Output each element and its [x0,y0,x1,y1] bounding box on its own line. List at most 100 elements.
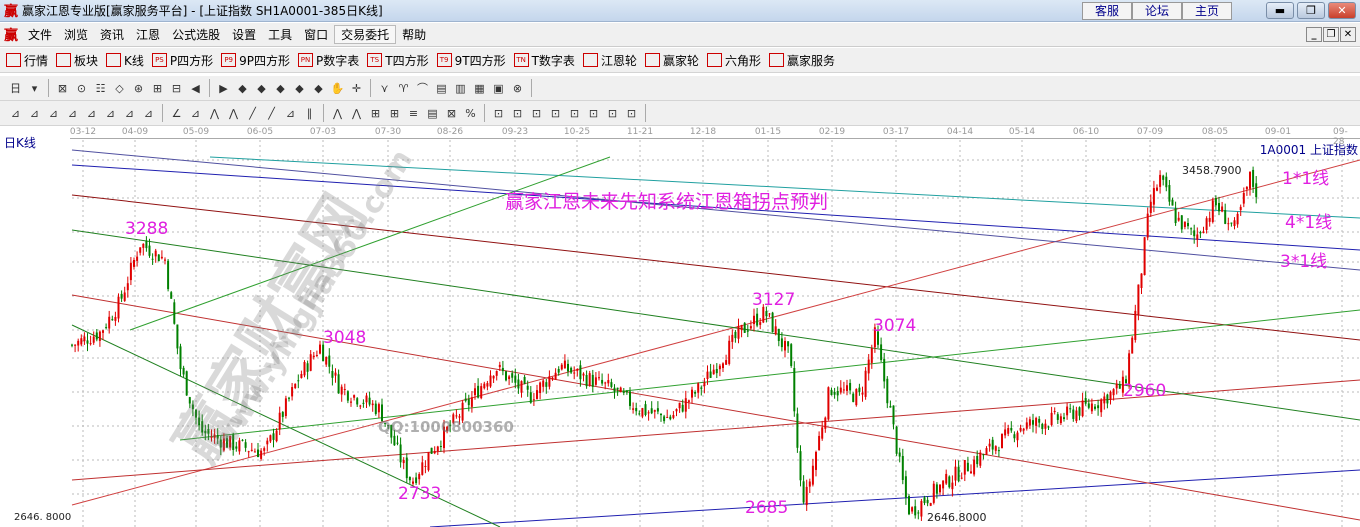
candle-body [1084,398,1087,404]
candle-body [201,421,204,433]
tool-icon[interactable]: ⊿ [48,106,59,120]
toolbar-item-9[interactable]: 江恩轮 [582,52,637,69]
tool-icon[interactable]: ▣ [493,81,504,95]
tool-icon[interactable]: ⋀ [351,106,362,120]
candle-body [582,373,585,376]
tool-icon[interactable]: % [465,106,476,120]
tool-icon[interactable]: ⊞ [152,81,163,95]
tool-icon[interactable]: ⋀ [228,106,239,120]
toolbar-item-1[interactable]: 板块 [56,52,98,69]
tool-icon[interactable]: ⊡ [626,106,637,120]
tool-icon[interactable]: ✛ [351,81,362,95]
tool-icon[interactable]: ⊡ [493,106,504,120]
restore-button[interactable]: ❐ [1297,2,1325,19]
tool-icon[interactable]: ⊠ [446,106,457,120]
tool-icon[interactable]: ⊞ [389,106,400,120]
tool-icon[interactable]: ◇ [115,81,124,95]
tool-icon[interactable]: ⊡ [607,106,618,120]
mdi-restore-button[interactable]: ❐ [1323,27,1339,42]
dropdown-icon[interactable]: ▾ [31,81,38,95]
menu-gann[interactable]: 江恩 [136,28,161,42]
menu-file[interactable]: 文件 [28,28,53,42]
tool-icon[interactable]: ▤ [436,81,447,95]
tool-icon[interactable]: ⊡ [569,106,580,120]
tool-icon[interactable]: ▤ [427,106,438,120]
tool-icon[interactable]: ☷ [95,81,106,95]
menu-window[interactable]: 窗口 [304,28,329,42]
tool-icon[interactable]: ◆ [314,81,323,95]
tool-icon[interactable]: ⊛ [133,81,144,95]
mdi-minimize-button[interactable]: _ [1306,27,1322,42]
toolbar-item-11[interactable]: 六角形 [706,52,761,69]
tool-icon[interactable]: ⊿ [29,106,40,120]
link-home[interactable]: 主页 [1182,2,1232,20]
tool-icon[interactable]: ⊡ [531,106,542,120]
tool-icon[interactable]: ◀ [191,81,200,95]
mdi-close-button[interactable]: ✕ [1340,27,1356,42]
link-service[interactable]: 客服 [1082,2,1132,20]
tool-icon[interactable]: ▶ [219,81,228,95]
tool-icon[interactable]: ∥ [306,106,313,120]
tool-icon[interactable]: ⊿ [10,106,21,120]
toolbar-item-6[interactable]: TS T四方形 [367,52,429,69]
tool-icon[interactable]: ◆ [276,81,285,95]
tool-icon[interactable]: ▥ [455,81,466,95]
tool-icon[interactable]: ⊿ [67,106,78,120]
toolbar-item-10[interactable]: 赢家轮 [644,52,699,69]
tool-icon[interactable]: ⊿ [124,106,135,120]
tool-icon[interactable]: ⊿ [143,106,154,120]
menu-trade[interactable]: 交易委托 [334,25,397,44]
tool-icon[interactable]: ⊞ [370,106,381,120]
candle-body [80,338,83,345]
close-button[interactable]: ✕ [1328,2,1356,19]
tool-icon[interactable]: ⊡ [512,106,523,120]
toolbar-item-0[interactable]: 行情 [6,52,48,69]
tool-icon[interactable]: ⊿ [105,106,116,120]
toolbar-item-4[interactable]: P9 9P四方形 [221,52,290,69]
tool-icon[interactable]: ╱ [268,106,275,120]
tool-icon[interactable]: ⊿ [190,106,201,120]
tool-icon[interactable]: ∠ [171,106,182,120]
tool-icon[interactable]: ⋀ [332,106,343,120]
tool-icon[interactable]: ◆ [295,81,304,95]
tool-icon[interactable]: ⊙ [76,81,87,95]
pivot-3048: 3048 [323,328,367,348]
period-select[interactable]: 日 [10,81,21,95]
toolbar-item-8[interactable]: TN T数字表 [513,52,575,69]
menu-formula[interactable]: 公式选股 [172,28,221,42]
candle-body [669,416,672,420]
tool-icon[interactable]: ◆ [257,81,266,95]
tool-icon[interactable]: ⊟ [171,81,182,95]
candle-body [1239,206,1242,211]
tool-icon[interactable]: ╱ [249,106,256,120]
link-forum[interactable]: 论坛 [1132,2,1182,20]
toolbar-item-3[interactable]: PS P四方形 [151,52,213,69]
menu-tools[interactable]: 工具 [268,28,293,42]
toolbar-item-5[interactable]: PN P数字表 [298,52,359,69]
tool-icon[interactable]: ▦ [474,81,485,95]
tool-icon[interactable]: ⊗ [512,81,523,95]
tool-icon[interactable]: ⊿ [86,106,97,120]
candle-body [334,372,337,376]
menu-help[interactable]: 帮助 [402,28,427,42]
tool-icon[interactable]: ⊠ [57,81,68,95]
menu-settings[interactable]: 设置 [232,28,257,42]
menu-news[interactable]: 资讯 [100,28,125,42]
tool-icon[interactable]: ⊡ [550,106,561,120]
tool-icon[interactable]: ✋ [330,81,345,95]
minimize-button[interactable]: ▬ [1266,2,1294,19]
kline-chart[interactable] [0,140,1360,527]
toolbar-item-12[interactable]: 赢家服务 [768,52,835,69]
toolbar-item-7[interactable]: T9 9T四方形 [436,52,506,69]
tool-icon[interactable]: ⊿ [285,106,296,120]
tool-icon[interactable]: ⋀ [209,106,220,120]
toolbar-item-2[interactable]: K线 [106,52,144,69]
tool-icon[interactable]: ◆ [238,81,247,95]
tool-icon[interactable]: ⋎ [380,81,389,95]
tool-icon[interactable]: ⌒ [417,81,428,95]
tool-icon[interactable]: ≡ [408,106,419,120]
tool-icon[interactable]: ♈ [398,81,409,95]
candle-body [384,422,387,424]
menu-browse[interactable]: 浏览 [64,28,89,42]
tool-icon[interactable]: ⊡ [588,106,599,120]
